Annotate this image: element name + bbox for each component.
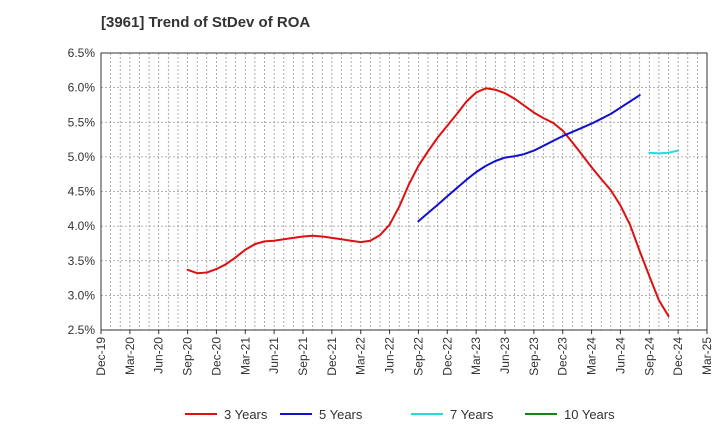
x-tick-label: Mar-25 [700, 337, 714, 375]
plot-border [100, 52, 708, 331]
y-tick-label: 4.0% [68, 219, 96, 233]
x-tick-label: Jun-22 [383, 337, 397, 374]
legend-label-10-years: 10 Years [564, 407, 615, 422]
series-line-3-years [186, 87, 670, 318]
x-tick-label: Dec-21 [325, 337, 339, 376]
x-tick-label: Jun-24 [613, 337, 627, 374]
x-tick-label: Mar-21 [238, 337, 252, 375]
x-tick-label: Sep-21 [296, 337, 310, 376]
x-tick-label: Mar-23 [469, 337, 483, 375]
y-tick-label: 5.5% [68, 115, 96, 129]
x-tick-label: Dec-20 [209, 337, 223, 376]
x-tick-label: Dec-23 [556, 337, 570, 376]
series-line-5-years [417, 94, 641, 223]
y-tick-label: 6.0% [68, 81, 96, 95]
x-tick-label: Sep-22 [411, 337, 425, 376]
y-tick-label: 3.0% [68, 288, 96, 302]
x-tick-label: Sep-24 [642, 337, 656, 376]
legend-label-7-years: 7 Years [450, 407, 494, 422]
x-axis-tick-labels: Dec-19 Mar-20 Jun-20 Sep-20 Dec-20 Mar-21 Jun-… [94, 330, 714, 376]
plot-background [101, 53, 707, 330]
x-tick-label: Sep-23 [527, 337, 541, 376]
y-tick-label: 3.5% [68, 254, 96, 268]
chart-title: [3961] Trend of StDev of ROA [101, 14, 311, 31]
legend-label-3-years: 3 Years [224, 407, 268, 422]
legend-label-5-years: 5 Years [319, 407, 363, 422]
x-tick-label: Mar-20 [123, 337, 137, 375]
y-axis-tick-labels: 2.5% 3.0% 3.5% 4.0% 4.5% 5.0% 5.5% 6.0% 6.5% [68, 46, 96, 337]
y-tick-label: 2.5% [68, 323, 96, 337]
series-lines [186, 87, 680, 318]
x-tick-label: Dec-22 [440, 337, 454, 376]
x-tick-label: Jun-21 [267, 337, 281, 374]
x-tick-label: Mar-22 [354, 337, 368, 375]
legend: 3 Years 5 Years 7 Years 10 Years [185, 407, 615, 422]
y-tick-label: 4.5% [68, 185, 96, 199]
series-line-7-years [648, 149, 680, 155]
x-tick-label: Sep-20 [181, 337, 195, 376]
x-tick-label: Mar-24 [585, 337, 599, 375]
y-tick-label: 5.0% [68, 150, 96, 164]
x-tick-label: Dec-24 [671, 337, 685, 376]
y-tick-label: 6.5% [68, 46, 96, 60]
x-tick-label: Dec-19 [94, 337, 108, 376]
x-tick-label: Jun-23 [498, 337, 512, 374]
x-tick-label: Jun-20 [152, 337, 166, 374]
